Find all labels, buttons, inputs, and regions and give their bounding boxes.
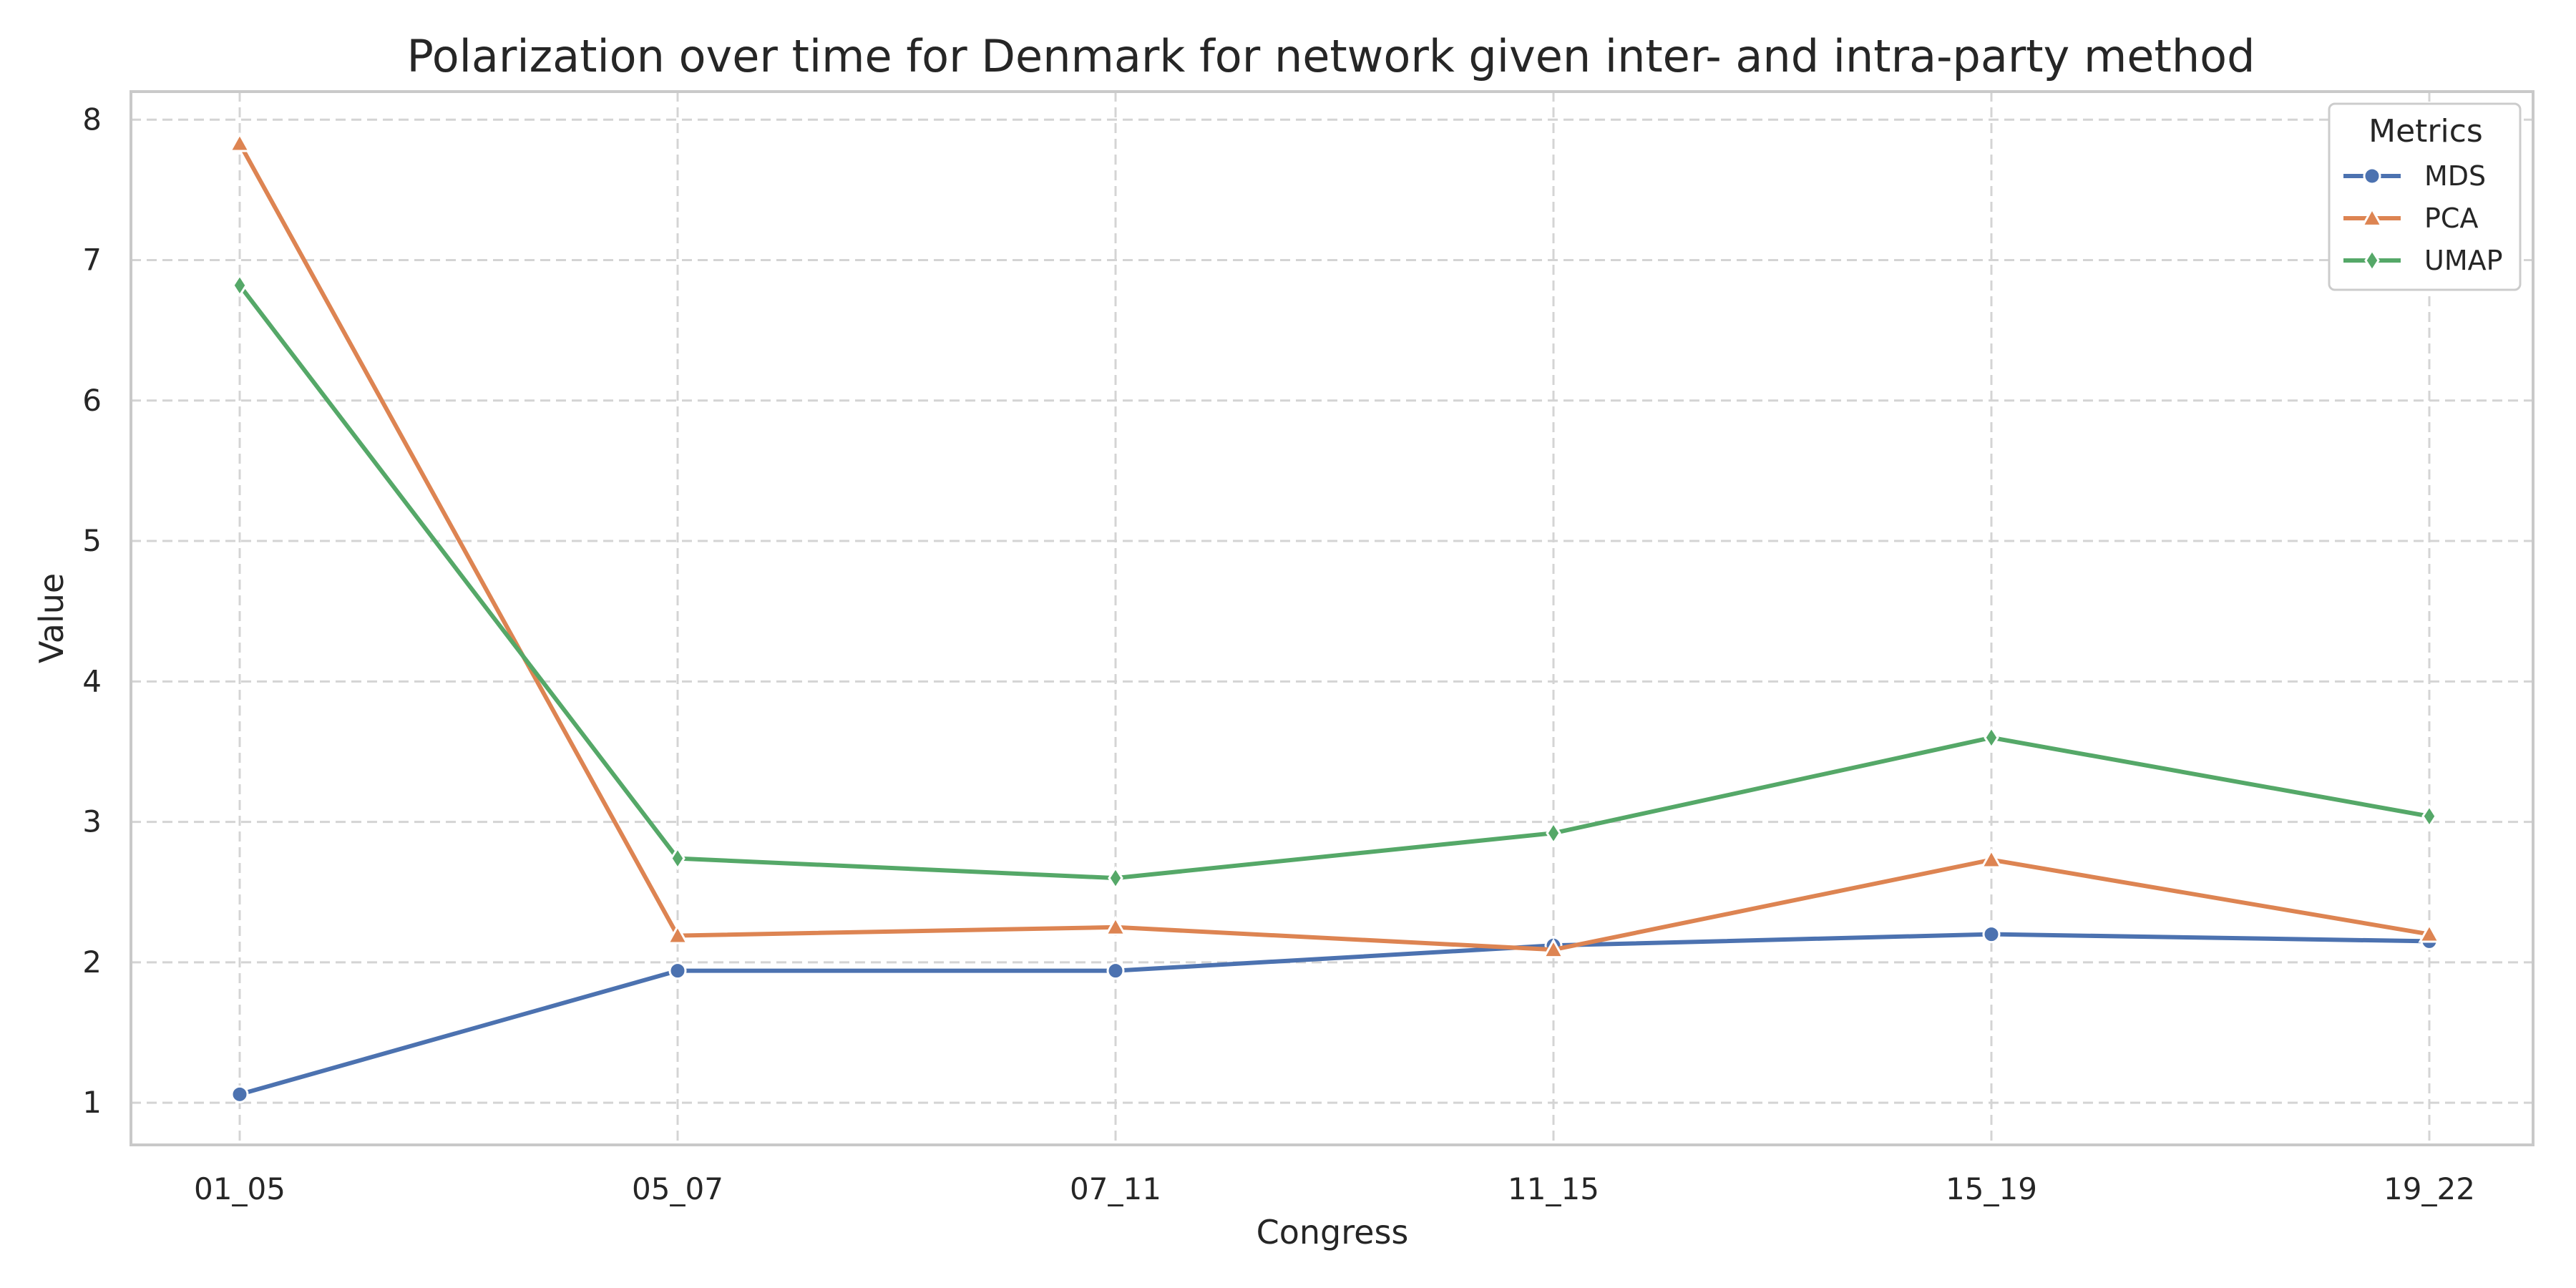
x-axis-ticks: 01_05 05_07 07_11 11_15 15_19 19_22 xyxy=(194,1171,2475,1206)
y-tick-label: 3 xyxy=(82,804,102,839)
legend-items: MDS PCA UMAP xyxy=(2343,160,2503,276)
x-axis-label: Congress xyxy=(1257,1213,1409,1252)
data-point-pca xyxy=(228,132,251,152)
y-tick-label: 7 xyxy=(82,243,102,278)
y-axis-label: Value xyxy=(32,573,71,663)
data-point-mds xyxy=(668,962,687,980)
legend-label-umap: UMAP xyxy=(2424,245,2503,276)
legend-item-mds: MDS xyxy=(2343,160,2486,192)
legend-title: Metrics xyxy=(2368,113,2483,150)
legend-label-mds: MDS xyxy=(2424,160,2486,192)
data-point-umap xyxy=(1108,866,1123,890)
series xyxy=(228,132,2441,1103)
legend-marker-mds xyxy=(2363,167,2381,185)
data-point-umap xyxy=(1546,821,1561,846)
data-point-mds xyxy=(230,1085,249,1103)
data-point-umap xyxy=(232,273,248,298)
data-point-pca xyxy=(1980,848,2003,869)
x-tick-label: 19_22 xyxy=(2384,1171,2475,1206)
data-point-pca xyxy=(1104,915,1127,936)
data-point-pca xyxy=(1542,938,1565,959)
legend-item-pca: PCA xyxy=(2343,203,2478,234)
data-point-mds xyxy=(1982,925,2001,944)
legend-label-pca: PCA xyxy=(2424,203,2478,234)
y-tick-label: 4 xyxy=(82,663,102,698)
y-tick-label: 8 xyxy=(82,102,102,137)
x-tick-label: 11_15 xyxy=(1508,1171,1599,1206)
x-tick-label: 05_07 xyxy=(632,1171,723,1206)
data-point-pca xyxy=(666,924,689,945)
x-tick-label: 01_05 xyxy=(194,1171,286,1206)
legend-item-umap: UMAP xyxy=(2343,245,2503,276)
chart-title: Polarization over time for Denmark for n… xyxy=(407,30,2255,82)
data-point-umap xyxy=(1984,726,1999,750)
y-tick-label: 2 xyxy=(82,945,102,980)
data-point-umap xyxy=(2421,804,2437,829)
legend-marker-pca xyxy=(2361,206,2384,227)
y-tick-label: 6 xyxy=(82,383,102,418)
y-tick-label: 1 xyxy=(82,1085,102,1120)
data-point-umap xyxy=(670,846,686,871)
series-mds xyxy=(230,925,2439,1103)
series-line-umap xyxy=(238,283,2431,881)
series-pca xyxy=(228,132,2441,959)
data-point-mds xyxy=(1106,962,1125,980)
series-line-pca xyxy=(238,141,2431,952)
series-line-mds xyxy=(238,932,2431,1097)
x-tick-label: 07_11 xyxy=(1070,1171,1161,1206)
plot-frame xyxy=(130,90,2534,1146)
grid xyxy=(131,92,2533,1145)
legend-marker-umap xyxy=(2364,248,2380,273)
x-tick-label: 15_19 xyxy=(1946,1171,2037,1206)
legend: Metrics MDS PCA UMAP xyxy=(2328,102,2522,291)
y-axis-ticks: 1 2 3 4 5 6 7 8 xyxy=(82,102,102,1120)
legend-box xyxy=(2328,102,2522,291)
series-umap xyxy=(232,273,2437,890)
y-tick-label: 5 xyxy=(82,523,102,558)
data-point-pca xyxy=(2418,922,2441,943)
